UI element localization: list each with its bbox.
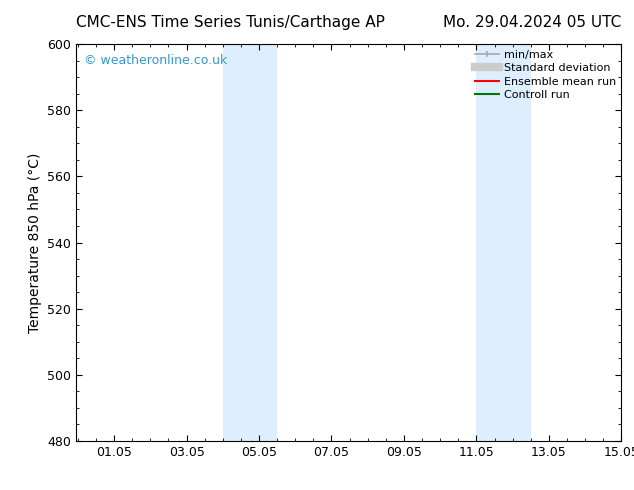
- Text: CMC-ENS Time Series Tunis/Carthage AP: CMC-ENS Time Series Tunis/Carthage AP: [76, 15, 385, 29]
- Bar: [476, 44, 531, 441]
- Bar: [223, 44, 277, 441]
- Text: Mo. 29.04.2024 05 UTC: Mo. 29.04.2024 05 UTC: [443, 15, 621, 29]
- Legend: min/max, Standard deviation, Ensemble mean run, Controll run: min/max, Standard deviation, Ensemble me…: [472, 48, 618, 102]
- Text: © weatheronline.co.uk: © weatheronline.co.uk: [84, 54, 228, 67]
- Y-axis label: Temperature 850 hPa (°C): Temperature 850 hPa (°C): [28, 152, 42, 333]
